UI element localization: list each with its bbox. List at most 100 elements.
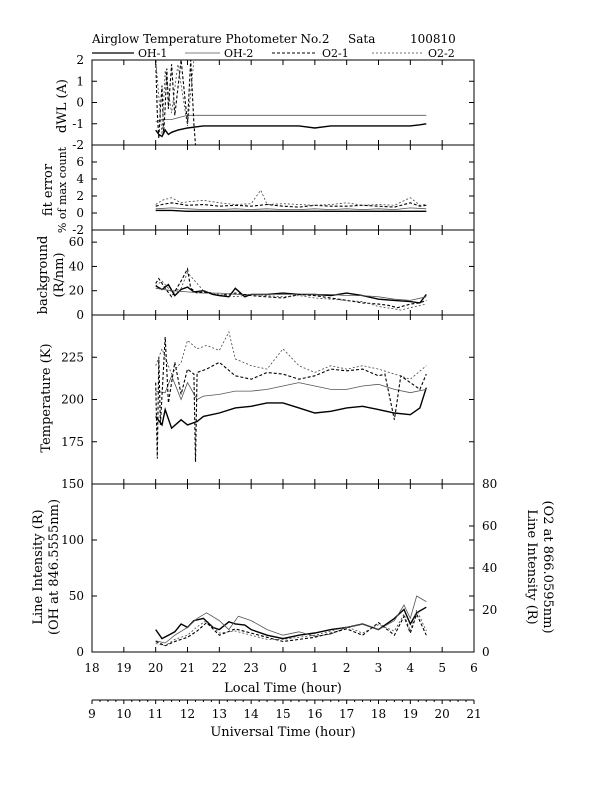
- series-layer: [155, 60, 427, 647]
- background-ylabel: background: [36, 236, 51, 315]
- intensity-right-ytick-label: 20: [482, 603, 497, 617]
- background-ytick-label: 60: [69, 235, 84, 249]
- temperature-series-oh-2: [155, 374, 427, 401]
- intensity-ylabel-right2: (O2 at 866.0595nm): [540, 500, 555, 633]
- background-ytick-label: 20: [69, 284, 84, 298]
- background-series-o2-1: [155, 267, 427, 309]
- local-time-tick-label: 0: [279, 661, 287, 675]
- background-series-oh-2: [155, 287, 427, 301]
- temperature-frame: [91, 314, 475, 485]
- local-time-tick-label: 22: [212, 661, 227, 675]
- local-time-axis: 18 19 20 21 22 23 0 1 2 3 4 5 6: [84, 661, 477, 675]
- universal-time-tick-label: 16: [307, 707, 322, 721]
- temperature-ytick-label: 175: [61, 435, 84, 449]
- universal-time-tick-label: 13: [212, 707, 227, 721]
- universal-time-tick-label: 9: [88, 707, 96, 721]
- dwl-panel: dWL (A): [55, 59, 475, 146]
- local-time-tick-label: 5: [438, 661, 446, 675]
- fit-error-ylabel2: % of max count: [56, 146, 69, 233]
- background-series-oh-1: [155, 283, 427, 304]
- temperature-series-o2-1: [155, 336, 427, 463]
- temperature-ytick-label: 225: [61, 350, 84, 364]
- fit-error-ytick-label: 2: [76, 189, 84, 203]
- temperature-ytick-label: 200: [61, 393, 84, 407]
- fit-error-panel: fit error % of max count: [41, 144, 475, 233]
- local-time-tick-label: 21: [180, 661, 195, 675]
- intensity-ytick-label: 0: [76, 645, 84, 659]
- intensity-series-o2-1: [155, 612, 427, 647]
- intensity-ytick-label: 150: [61, 477, 84, 491]
- dwl-ytick-label: 0: [76, 96, 84, 110]
- dwl-frame: [91, 59, 475, 146]
- dwl-series-oh-1: [155, 123, 427, 138]
- fit-error-ytick-label: 4: [76, 172, 84, 186]
- universal-time-tick-label: 15: [275, 707, 290, 721]
- legend-oh1-label: OH-1: [138, 47, 167, 60]
- temperature-series-oh-1: [155, 387, 427, 430]
- date-label: 100810: [410, 32, 456, 46]
- universal-time-tick-label: 19: [403, 707, 418, 721]
- dwl-series-oh-2: [155, 114, 427, 122]
- dwl-ylabel: dWL (A): [55, 79, 70, 133]
- background-ytick-label: 40: [69, 259, 84, 273]
- figure-title: Airglow Temperature Photometer No.2: [91, 32, 330, 46]
- universal-time-tick-label: 21: [466, 707, 481, 721]
- dwl-ytick-label: 1: [76, 74, 84, 88]
- fit-error-series-o2-2: [155, 189, 427, 206]
- background-ytick-label: 0: [76, 308, 84, 322]
- background-series-o2-2: [155, 271, 427, 311]
- temperature-series-o2-2: [155, 330, 427, 380]
- local-time-tick-label: 3: [375, 661, 383, 675]
- fit-error-ylabel: fit error: [41, 163, 56, 216]
- local-time-tick-label: 1: [311, 661, 319, 675]
- fit-error-series-o2-1: [155, 202, 427, 208]
- intensity-series-oh-1: [155, 606, 427, 640]
- background-panel: background (R/nm): [36, 229, 475, 316]
- universal-time-tick-label: 11: [148, 707, 163, 721]
- intensity-right-ytick-label: 0: [482, 645, 490, 659]
- universal-time-axis-label: Universal Time (hour): [210, 725, 355, 740]
- dwl-ytick-label: 2: [76, 53, 84, 67]
- local-time-tick-label: 6: [470, 661, 478, 675]
- intensity-frame: [91, 483, 475, 653]
- local-time-tick-label: 18: [84, 661, 99, 675]
- site-name: Sata: [348, 32, 375, 46]
- intensity-ylabel2: (OH at 846.5555nm): [47, 499, 62, 635]
- legend-o22-label: O2-2: [428, 47, 455, 60]
- intensity-right-ytick-label: 60: [482, 519, 497, 533]
- fit-error-ytick-label: 6: [76, 155, 84, 169]
- temperature-ylabel: Temperature (K): [39, 343, 54, 452]
- fit-error-series-oh-1: [155, 209, 427, 213]
- universal-time-axis: 9 10 11 12 13 14 15 16 17 18 19 20 21: [88, 700, 482, 721]
- intensity-series-o2-2: [155, 608, 427, 647]
- intensity-panel: Line Intensity (R) (OH at 846.5555nm) Li…: [31, 483, 555, 653]
- fit-error-ytick-label: -2: [72, 223, 84, 237]
- intensity-right-ytick-label: 80: [482, 477, 497, 491]
- intensity-ytick-label: 100: [61, 533, 84, 547]
- intensity-ylabel-right: Line Intensity (R): [524, 509, 539, 624]
- temperature-panel: Temperature (K): [39, 314, 475, 485]
- local-time-tick-label: 23: [244, 661, 259, 675]
- legend-oh2-label: OH-2: [224, 47, 253, 60]
- universal-time-tick-label: 10: [116, 707, 131, 721]
- intensity-series-oh-2: [155, 595, 427, 644]
- universal-time-tick-label: 17: [339, 707, 354, 721]
- fit-error-frame: [91, 144, 475, 231]
- universal-time-tick-label: 20: [435, 707, 450, 721]
- universal-time-tick-label: 18: [371, 707, 386, 721]
- intensity-ytick-label: 50: [69, 589, 84, 603]
- legend: OH-1 OH-2 O2-1 O2-2: [92, 47, 455, 60]
- background-ylabel2: (R/nm): [52, 252, 67, 297]
- universal-time-tick-label: 14: [244, 707, 260, 721]
- local-time-tick-label: 2: [343, 661, 351, 675]
- universal-time-tick-label: 12: [180, 707, 195, 721]
- intensity-right-ytick-label: 40: [482, 561, 497, 575]
- local-time-tick-label: 20: [148, 661, 163, 675]
- local-time-axis-label: Local Time (hour): [224, 681, 342, 696]
- intensity-ylabel: Line Intensity (R): [31, 509, 46, 624]
- local-time-tick-label: 4: [407, 661, 415, 675]
- local-time-tick-label: 19: [116, 661, 131, 675]
- dwl-ytick-label: -1: [72, 117, 84, 131]
- fit-error-series-oh-2: [155, 207, 427, 211]
